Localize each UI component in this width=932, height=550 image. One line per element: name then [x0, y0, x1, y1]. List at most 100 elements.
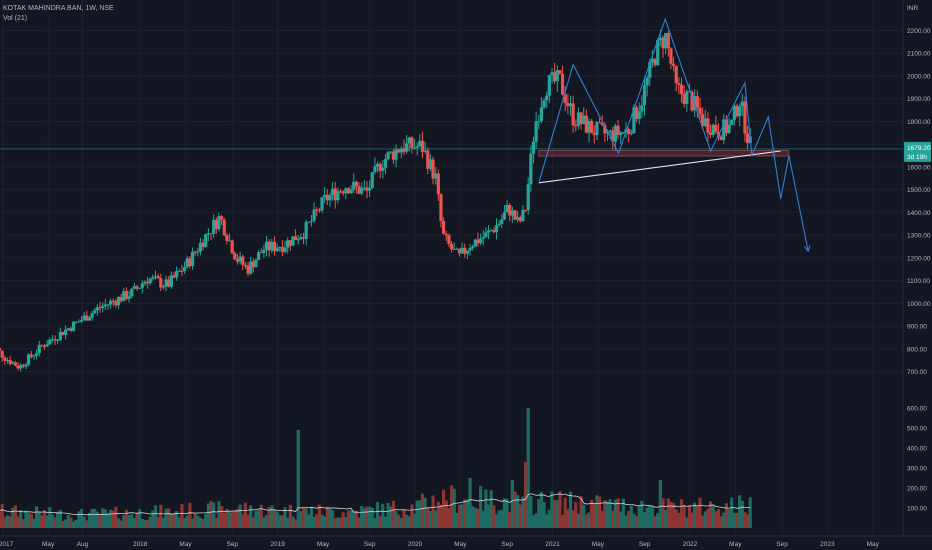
- candle: [677, 83, 681, 85]
- price-tick-label: 1600.00: [907, 164, 931, 171]
- time-tick-label: 2019: [270, 541, 285, 548]
- volume-bar: [592, 503, 596, 528]
- volume-bar: [103, 509, 107, 528]
- candle: [127, 296, 131, 299]
- candle: [294, 236, 298, 240]
- volume-bar: [357, 517, 361, 528]
- volume-bar: [716, 508, 721, 528]
- candle: [534, 121, 538, 142]
- volume-bar: [45, 515, 49, 528]
- volume-bar: [58, 509, 62, 528]
- volume-bar: [405, 514, 409, 528]
- volume-bar: [545, 514, 549, 528]
- volume-bar: [645, 507, 649, 528]
- volume-bar: [140, 518, 144, 528]
- candle: [420, 140, 425, 152]
- volume-bar: [0, 511, 2, 528]
- volume-bar: [341, 512, 345, 528]
- volume-bar: [317, 504, 321, 528]
- candle: [143, 281, 147, 284]
- symbol-legend[interactable]: KOTAK MAHINDRA BAN, 1W, NSE: [3, 5, 114, 12]
- volume-bar: [426, 506, 430, 528]
- volume-bar: [634, 515, 639, 528]
- candle: [402, 148, 406, 152]
- volume-bar: [568, 491, 573, 528]
- candle: [574, 125, 578, 127]
- volume-bar: [71, 521, 76, 528]
- volume-bar: [703, 511, 707, 528]
- volume-bar: [486, 504, 491, 528]
- candle: [679, 84, 684, 95]
- candle: [621, 132, 625, 134]
- volume-bar: [730, 497, 734, 528]
- volume-bar: [257, 509, 261, 528]
- candle: [119, 297, 123, 302]
- candle: [66, 328, 70, 330]
- volume-bar: [468, 478, 472, 528]
- volume-bar: [457, 504, 462, 528]
- candle: [513, 210, 517, 220]
- volume-bar: [484, 489, 488, 528]
- volume-bar: [156, 516, 160, 528]
- volume-bar: [212, 502, 216, 528]
- volume-bar: [164, 508, 168, 528]
- candle: [706, 118, 710, 133]
- volume-bar: [719, 516, 723, 528]
- candle: [455, 248, 459, 250]
- volume-bar: [706, 508, 710, 528]
- volume-legend[interactable]: Vol (21): [3, 15, 28, 22]
- candle: [315, 209, 319, 211]
- price-tick-label: 2000.00: [907, 73, 931, 80]
- volume-bar: [547, 509, 551, 528]
- candle: [85, 315, 89, 321]
- candle: [698, 107, 702, 115]
- volume-bar: [233, 510, 237, 528]
- head-shoulders-pattern: [538, 17, 809, 252]
- candle: [664, 33, 668, 49]
- candle: [124, 291, 129, 299]
- candle: [508, 205, 512, 216]
- candle: [386, 152, 390, 160]
- candle: [13, 362, 18, 366]
- candle: [603, 124, 607, 134]
- time-tick-label: Aug: [77, 541, 89, 548]
- volume-bar: [69, 517, 73, 528]
- volume-bar: [182, 518, 187, 528]
- volume-bar: [479, 486, 483, 528]
- volume-bar: [378, 516, 382, 528]
- volume-bar: [37, 511, 41, 528]
- volume-bar: [222, 512, 226, 528]
- candle: [722, 119, 726, 141]
- time-tick-label: May: [729, 541, 742, 548]
- volume-bar: [748, 497, 752, 528]
- candle: [566, 103, 570, 107]
- volume-bar: [362, 507, 366, 528]
- candle: [193, 251, 197, 253]
- candle: [732, 105, 736, 120]
- candle: [516, 217, 520, 220]
- candle: [48, 339, 52, 345]
- candle: [627, 129, 631, 134]
- candle: [233, 253, 237, 260]
- volume-bar: [428, 510, 433, 528]
- volume-bar: [523, 462, 528, 528]
- volume-bar: [286, 517, 290, 528]
- volume-bar: [664, 509, 668, 528]
- candle: [597, 122, 602, 124]
- candle: [82, 315, 86, 320]
- volume-bar: [669, 501, 673, 528]
- volume-bar: [354, 510, 359, 528]
- volume-bar: [108, 509, 113, 528]
- volume-bar: [241, 513, 245, 528]
- candle: [650, 59, 655, 63]
- candle: [21, 364, 25, 367]
- volume-bar: [621, 498, 625, 528]
- candle: [243, 264, 247, 266]
- candle: [587, 120, 591, 133]
- volume-bar: [529, 496, 533, 528]
- candle: [304, 222, 308, 239]
- volume-bar: [389, 506, 393, 528]
- volume-bar: [349, 509, 353, 528]
